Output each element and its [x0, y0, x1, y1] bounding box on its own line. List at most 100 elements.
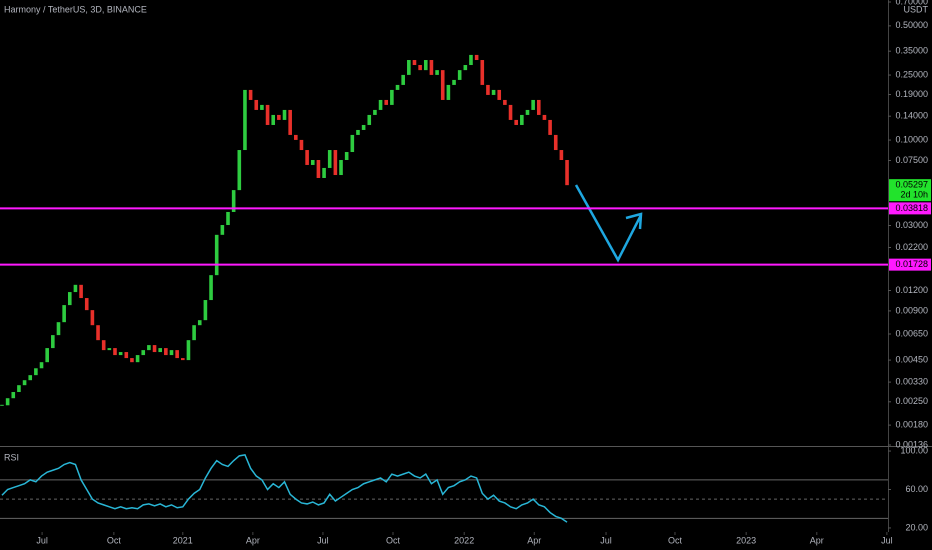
y-tick-label: 0.00250 — [895, 396, 928, 406]
candle-body — [107, 348, 112, 351]
candle-body — [474, 54, 479, 61]
x-tick-label: Jul — [317, 535, 329, 545]
candle-body — [294, 134, 298, 140]
last-price-label: 0.05297 — [895, 180, 928, 190]
candle-body — [180, 358, 185, 361]
candle-body — [508, 104, 513, 120]
y-tick-label: 100.00 — [900, 445, 928, 455]
candle-body — [243, 89, 247, 151]
x-tick-label: Apr — [810, 535, 824, 545]
candle-body — [203, 300, 208, 321]
candle-body — [339, 160, 343, 176]
candle-body — [248, 89, 253, 100]
candle-body — [254, 99, 259, 110]
candle-body — [45, 348, 49, 363]
candle-body — [62, 305, 66, 323]
candle-body — [457, 70, 462, 80]
candle-body — [435, 70, 439, 75]
currency: USDT — [904, 4, 929, 14]
projection-arrow — [574, 184, 643, 263]
candle-body — [548, 119, 552, 135]
candle-body — [525, 109, 530, 115]
candle-body — [271, 114, 276, 125]
candle-body — [373, 109, 377, 115]
x-tick-label: Oct — [668, 535, 683, 545]
x-tick-label: 2021 — [173, 535, 193, 545]
candle-body — [514, 119, 518, 125]
candle-body — [356, 129, 360, 135]
y-tick-label: 0.00180 — [895, 419, 928, 429]
candle-body — [310, 160, 315, 165]
candle-body — [277, 114, 281, 120]
candle-body — [429, 60, 434, 75]
candle-body — [5, 398, 10, 406]
x-tick-label: Jul — [600, 535, 612, 545]
last-price-box — [889, 179, 931, 202]
candle-body — [186, 340, 191, 361]
candle-body — [412, 60, 417, 66]
candle-body — [350, 134, 355, 153]
candle-body — [395, 84, 400, 90]
candle-body — [51, 335, 55, 349]
candle-body — [390, 89, 394, 105]
y-tick-label: 0.10000 — [895, 134, 928, 144]
candle-body — [164, 348, 168, 356]
y-tick-label: 0.25000 — [895, 69, 928, 79]
candle-body — [503, 99, 507, 105]
candle-body — [423, 60, 428, 71]
candle-body — [90, 310, 95, 326]
candle-body — [96, 325, 100, 341]
candle-body — [209, 275, 213, 301]
candle-body — [158, 348, 162, 353]
candle-body — [265, 104, 270, 125]
candle-body — [169, 350, 174, 356]
y-tick-label: 0.03000 — [895, 220, 928, 230]
x-tick-label: Jul — [36, 535, 48, 545]
y-tick-label: 0.00900 — [895, 305, 928, 315]
candle-body — [260, 104, 264, 110]
y-tick-label: 0.07500 — [895, 155, 928, 165]
candle-body — [34, 368, 38, 376]
y-tick-label: 20.00 — [905, 522, 928, 532]
candle-body — [542, 114, 547, 120]
x-tick-label: 2022 — [454, 535, 474, 545]
candle-body — [67, 292, 72, 306]
y-tick-label: 0.00450 — [895, 354, 928, 364]
candle-body — [316, 160, 321, 178]
arrow-head — [625, 212, 643, 230]
candle-body — [130, 358, 134, 363]
candle-body — [118, 352, 123, 356]
candle-body — [361, 124, 366, 130]
candle-body — [84, 298, 89, 311]
candle-body — [305, 150, 309, 165]
candle-body — [344, 152, 349, 161]
candle-body — [327, 150, 332, 168]
candle-body — [378, 99, 383, 110]
x-tick-label: Oct — [386, 535, 401, 545]
candle-body — [565, 160, 569, 186]
candle-body — [384, 99, 389, 105]
candle-body — [469, 54, 473, 66]
candle-body — [237, 150, 242, 191]
x-tick-label: Oct — [107, 535, 122, 545]
countdown: 2d 10h — [900, 190, 928, 200]
candle-body — [418, 65, 422, 71]
candle-body — [135, 355, 140, 363]
y-tick-label: 0.70000 — [895, 0, 928, 6]
chart-title: Harmony / TetherUS, 3D, BINANCE — [4, 4, 147, 14]
y-tick-label: 0.02200 — [895, 242, 928, 252]
candle-body — [73, 284, 78, 293]
candle-body — [480, 60, 485, 85]
candle-body — [28, 375, 33, 381]
candle-body — [288, 109, 292, 135]
candle-body — [520, 114, 524, 125]
y-tick-label: 0.19000 — [895, 89, 928, 99]
candle-body — [497, 89, 502, 100]
candle-body — [322, 167, 326, 178]
candle-body — [152, 345, 157, 353]
x-tick-label: Apr — [527, 535, 541, 545]
candle-body — [56, 322, 61, 336]
candle-body — [559, 150, 564, 161]
level-label-box — [889, 258, 931, 271]
candle-body — [401, 74, 405, 85]
